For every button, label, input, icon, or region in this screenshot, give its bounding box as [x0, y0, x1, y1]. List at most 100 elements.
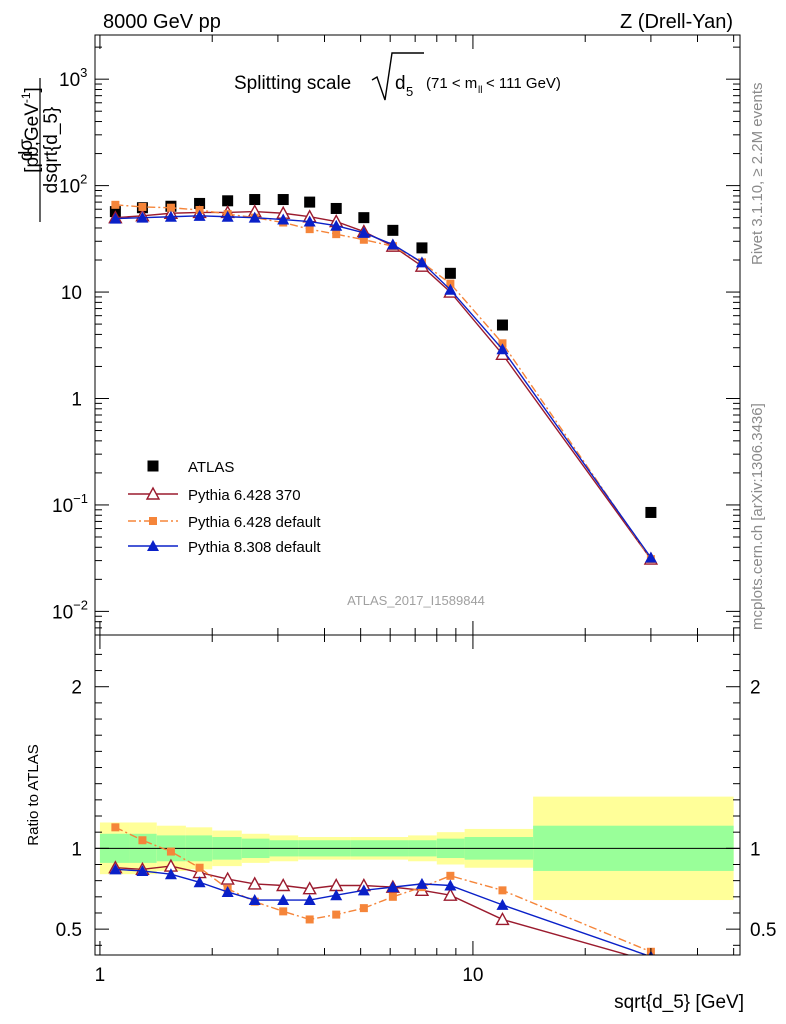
main-line-2 [115, 204, 652, 560]
main-series-group [108, 194, 659, 565]
y-tick-label: 10−1 [52, 491, 88, 517]
main-point-2-1 [138, 202, 147, 211]
ratio-point-1-8 [332, 910, 341, 919]
ratio-point-0-12 [443, 887, 458, 901]
ratio-point-0-4 [220, 871, 235, 885]
ratio-point-2-5 [248, 894, 261, 906]
main-point-0-13 [496, 319, 508, 331]
ylabel-den: dsqrt{d_5} [41, 107, 62, 194]
ratio-point-2-12 [444, 879, 457, 891]
x-tick-label: 10 [462, 965, 483, 986]
ratio-point-0-7 [302, 881, 317, 895]
ratio-point-2-7 [303, 894, 316, 906]
ratio-point-1-12 [446, 871, 455, 880]
main-point-0-11 [416, 242, 428, 254]
legend-label-1: Pythia 6.428 370 [188, 487, 301, 504]
ratio-point-2-10 [386, 881, 399, 893]
main-point-3-6 [277, 213, 290, 225]
legend-marker-3 [147, 540, 159, 551]
x-axis-label: sqrt{d_5} [GeV] [614, 992, 744, 1013]
main-point-3-11 [415, 256, 428, 268]
main-point-0-14 [645, 506, 657, 518]
ratio-point-1-9 [359, 904, 368, 913]
main-point-0-12 [444, 267, 456, 279]
legend-entry-3: Pythia 8.308 default [128, 539, 321, 556]
y-tick-base: 10 [52, 496, 73, 517]
main-series-1 [108, 204, 659, 565]
ratio-point-2-3 [193, 876, 206, 888]
main-series-0 [109, 194, 657, 518]
main-point-0-8 [330, 202, 342, 214]
y-tick-base: 10 [52, 602, 73, 623]
energy-label: 8000 GeV pp [103, 11, 221, 33]
y-tick-base: 10 [59, 70, 80, 91]
ratio-point-1-1 [138, 836, 147, 845]
ratio-point-2-0 [109, 863, 122, 875]
y-tick-label: 10−2 [52, 597, 88, 623]
main-point-0-6 [277, 194, 289, 206]
main-ylabel: dσ dsqrt{d_5} [16, 78, 62, 222]
main-point-0-3 [194, 197, 206, 209]
ratio-point-1-6 [279, 907, 288, 916]
y-tick-base: 10 [59, 177, 80, 198]
main-point-0-7 [304, 196, 316, 208]
main-point-3-0 [109, 212, 122, 224]
ylabel-unit: [pb,GeV [22, 103, 43, 173]
y-tick-exp: 3 [80, 65, 87, 80]
ratio-y-tick-label-right: 2 [750, 678, 761, 699]
title-range-sub: ll [478, 85, 482, 96]
y-tick-base: 10 [61, 283, 82, 304]
legend-label-2: Pythia 6.428 default [188, 514, 321, 531]
ratio-point-1-10 [388, 892, 397, 901]
ratio-point-2-9 [357, 884, 370, 896]
ratio-point-1-7 [305, 915, 314, 924]
ylabel-num: dσ [16, 139, 37, 162]
title-sub: 5 [406, 84, 413, 99]
ratio-series-group [108, 823, 655, 955]
y-tick-label: 10 [61, 283, 82, 304]
ratio-point-1-0 [111, 823, 120, 832]
main-series-3 [109, 209, 657, 563]
title-range-b: < 111 GeV) [486, 75, 561, 92]
main-point-0-10 [387, 224, 399, 236]
main-point-2-12 [446, 279, 455, 288]
ylabel-unit-end: ] [22, 87, 43, 92]
ratio-point-2-6 [277, 894, 290, 906]
ratio-point-1-3 [195, 863, 204, 872]
ratio-point-1-13 [498, 886, 507, 895]
ratio-y-tick-label-left: 1 [71, 839, 82, 860]
title-main: Splitting scale [234, 73, 351, 94]
title-range-a: (71 < m [426, 75, 477, 92]
ratio-point-0-14 [650, 954, 652, 955]
main-point-3-2 [164, 210, 177, 222]
y-tick-label: 1 [71, 389, 82, 410]
ratio-y-tick-label-right: 1 [750, 839, 761, 860]
ratio-point-2-13 [496, 898, 509, 910]
main-series-2 [111, 200, 655, 564]
main-point-2-8 [332, 230, 341, 239]
main-line-3 [115, 215, 652, 559]
ratio-point-2-8 [330, 889, 343, 901]
ratio-line-1 [115, 826, 652, 953]
main-ylabel-unit: [pb,GeV-1] [19, 87, 43, 173]
legend-label-3: Pythia 8.308 default [188, 539, 321, 556]
analysis-watermark: ATLAS_2017_I1589844 [347, 593, 485, 608]
sqrt-symbol [371, 52, 424, 101]
main-point-3-7 [303, 215, 316, 227]
y-tick-exp: −2 [73, 597, 88, 612]
ratio-series-0 [108, 858, 652, 955]
ratio-y-tick-label-left: 0.5 [56, 920, 82, 941]
ylabel-unit-sup: -1 [19, 92, 33, 103]
ratio-series-2 [109, 863, 654, 955]
legend-entry-0: ATLAS [147, 459, 234, 476]
svg-text:[pb,GeV-1]: [pb,GeV-1] [19, 87, 43, 173]
main-point-3-13 [496, 343, 509, 355]
main-point-3-9 [357, 226, 370, 238]
ratio-frame [94, 634, 741, 956]
main-point-3-1 [136, 211, 149, 223]
ratio-point-2-2 [164, 868, 177, 880]
chart-title: Splitting scale d 5 (71 < m ll < 111 GeV… [234, 52, 561, 101]
main-point-0-5 [249, 194, 261, 206]
main-point-3-8 [330, 219, 343, 231]
ratio-point-2-11 [415, 877, 428, 889]
